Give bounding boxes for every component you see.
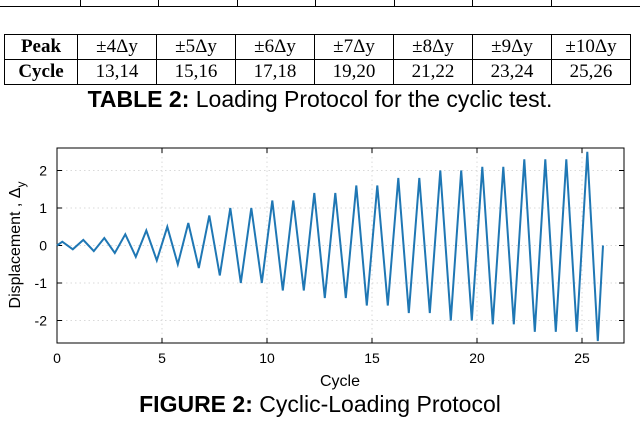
y-tick-label: -1 (35, 275, 48, 291)
table-cell: ±10Δy (551, 34, 631, 60)
y-axis-label: Displacement , Δy (7, 182, 28, 309)
cyclic-loading-chart: 0 5 10 15 20 25 -2 -1 0 1 2 Cycle Displacement , Δ… (7, 147, 625, 390)
table-row-cycle: Cycle 13,14 15,16 17,18 19,20 21,22 23,2… (4, 59, 631, 85)
table-cell: 15,16 (156, 59, 236, 85)
row-header-peak: Peak (4, 34, 78, 60)
x-tick-label: 10 (259, 350, 275, 366)
table-cell: ±4Δy (77, 34, 157, 60)
table-cell: 25,26 (551, 59, 631, 85)
previous-table-fragment (0, 0, 640, 7)
table-cell: 17,18 (235, 59, 315, 85)
table-cell: ±6Δy (235, 34, 315, 60)
table-caption: TABLE 2: Loading Protocol for the cyclic… (0, 86, 640, 113)
figure-caption-label: FIGURE 2: (139, 391, 253, 417)
axis-ticks (56, 148, 624, 343)
x-tick-label: 15 (364, 350, 380, 366)
y-tick-label: -2 (35, 313, 48, 329)
table-cell: ±7Δy (314, 34, 394, 60)
table-caption-text: Loading Protocol for the cyclic test. (189, 86, 553, 112)
x-tick-label: 0 (53, 350, 61, 366)
figure-caption: FIGURE 2: Cyclic-Loading Protocol (0, 391, 640, 418)
x-axis-label: Cycle (320, 373, 360, 390)
y-axis-label-subscript: y (14, 182, 28, 188)
table-caption-label: TABLE 2: (87, 86, 190, 112)
table-row-peak: Peak ±4Δy ±5Δy ±6Δy ±7Δy ±8Δy ±9Δy ±10Δy (4, 34, 631, 60)
axis-tick-labels: 0 5 10 15 20 25 -2 -1 0 1 2 (35, 163, 590, 367)
y-axis-label-main: Displacement , Δ (7, 187, 24, 308)
table-cell: ±9Δy (472, 34, 552, 60)
loading-protocol-table: Peak ±4Δy ±5Δy ±6Δy ±7Δy ±8Δy ±9Δy ±10Δy… (4, 34, 631, 85)
table-cell: ±8Δy (393, 34, 473, 60)
figure-caption-text: Cyclic-Loading Protocol (252, 391, 501, 417)
y-tick-label: 0 (39, 238, 47, 254)
table-cell: ±5Δy (156, 34, 236, 60)
x-tick-label: 20 (469, 350, 485, 366)
y-tick-label: 1 (39, 200, 47, 216)
row-header-cycle: Cycle (4, 59, 78, 85)
x-tick-label: 25 (574, 350, 590, 366)
table-cell: 19,20 (314, 59, 394, 85)
table-cell: 13,14 (77, 59, 157, 85)
displacement-series-line (56, 151, 604, 342)
x-tick-label: 5 (158, 350, 166, 366)
y-tick-label: 2 (39, 163, 47, 179)
table-cell: 23,24 (472, 59, 552, 85)
table-cell: 21,22 (393, 59, 473, 85)
